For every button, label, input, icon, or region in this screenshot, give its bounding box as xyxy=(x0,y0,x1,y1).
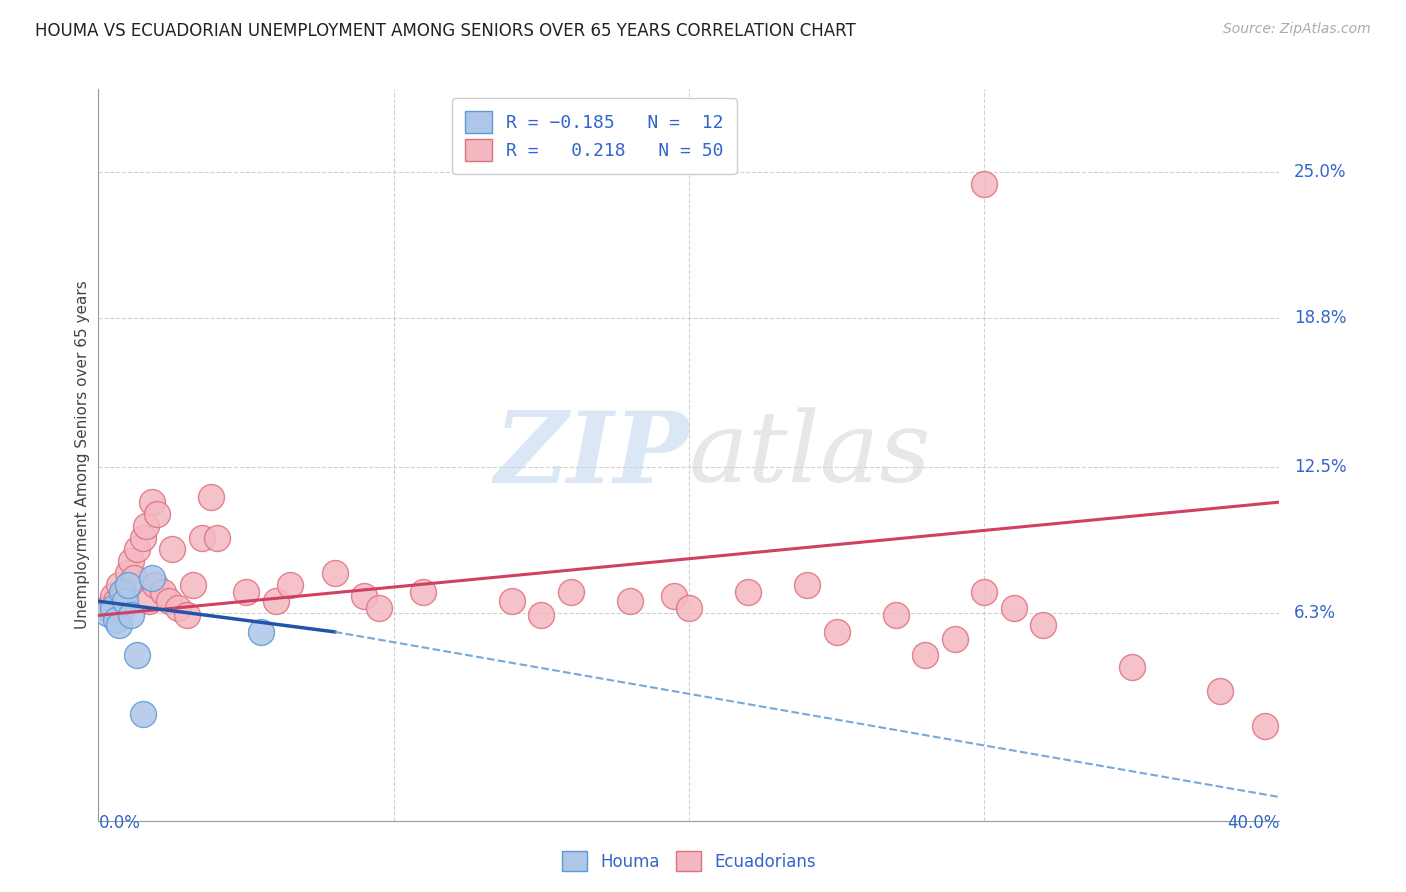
Point xyxy=(501,594,523,608)
Point xyxy=(530,608,553,623)
Point xyxy=(176,608,198,623)
Point xyxy=(943,632,966,646)
Text: 25.0%: 25.0% xyxy=(1294,162,1347,181)
Point xyxy=(122,571,145,585)
Point xyxy=(103,590,125,604)
Point xyxy=(117,577,139,591)
Point xyxy=(111,601,134,615)
Point xyxy=(146,507,169,521)
Point xyxy=(181,577,204,591)
Point xyxy=(120,554,142,568)
Point xyxy=(796,577,818,591)
Point xyxy=(323,566,346,580)
Point xyxy=(125,648,148,663)
Text: 0.0%: 0.0% xyxy=(98,814,141,831)
Point xyxy=(278,577,302,591)
Point xyxy=(1254,719,1277,733)
Point xyxy=(235,584,257,599)
Point xyxy=(973,177,995,191)
Point xyxy=(152,584,174,599)
Text: 40.0%: 40.0% xyxy=(1227,814,1279,831)
Point xyxy=(117,566,139,580)
Point xyxy=(108,617,131,632)
Point xyxy=(412,584,434,599)
Point xyxy=(132,707,155,722)
Text: 12.5%: 12.5% xyxy=(1294,458,1347,475)
Point xyxy=(157,594,180,608)
Text: ZIP: ZIP xyxy=(494,407,689,503)
Point xyxy=(200,491,222,505)
Point xyxy=(973,584,995,599)
Point xyxy=(96,606,118,620)
Point xyxy=(103,601,125,615)
Point xyxy=(143,577,166,591)
Point xyxy=(205,531,228,545)
Point xyxy=(141,571,163,585)
Text: atlas: atlas xyxy=(689,408,932,502)
Point xyxy=(111,584,134,599)
Point xyxy=(368,601,391,615)
Point xyxy=(678,601,700,615)
Point xyxy=(264,594,287,608)
Point xyxy=(105,613,128,627)
Point xyxy=(114,584,136,599)
Legend: Houma, Ecuadorians: Houma, Ecuadorians xyxy=(555,845,823,878)
Point xyxy=(108,577,131,591)
Text: 18.8%: 18.8% xyxy=(1294,309,1347,327)
Point xyxy=(825,624,848,639)
Point xyxy=(96,601,118,615)
Point xyxy=(560,584,582,599)
Text: Source: ZipAtlas.com: Source: ZipAtlas.com xyxy=(1223,22,1371,37)
Point xyxy=(167,601,190,615)
Text: 6.3%: 6.3% xyxy=(1294,604,1336,622)
Point xyxy=(353,590,375,604)
Point xyxy=(120,608,142,623)
Point xyxy=(141,495,163,509)
Point xyxy=(105,594,128,608)
Point xyxy=(132,531,155,545)
Point xyxy=(114,594,136,608)
Point xyxy=(125,542,148,557)
Point xyxy=(664,590,686,604)
Point xyxy=(1121,660,1143,674)
Point xyxy=(884,608,907,623)
Text: HOUMA VS ECUADORIAN UNEMPLOYMENT AMONG SENIORS OVER 65 YEARS CORRELATION CHART: HOUMA VS ECUADORIAN UNEMPLOYMENT AMONG S… xyxy=(35,22,856,40)
Point xyxy=(1032,617,1054,632)
Point xyxy=(914,648,936,663)
Point xyxy=(1209,684,1232,698)
Point xyxy=(162,542,183,557)
Point xyxy=(737,584,759,599)
Point xyxy=(1002,601,1025,615)
Point xyxy=(191,531,214,545)
Y-axis label: Unemployment Among Seniors over 65 years: Unemployment Among Seniors over 65 years xyxy=(75,281,90,629)
Point xyxy=(138,594,160,608)
Point xyxy=(250,624,273,639)
Point xyxy=(135,518,157,533)
Point xyxy=(619,594,641,608)
